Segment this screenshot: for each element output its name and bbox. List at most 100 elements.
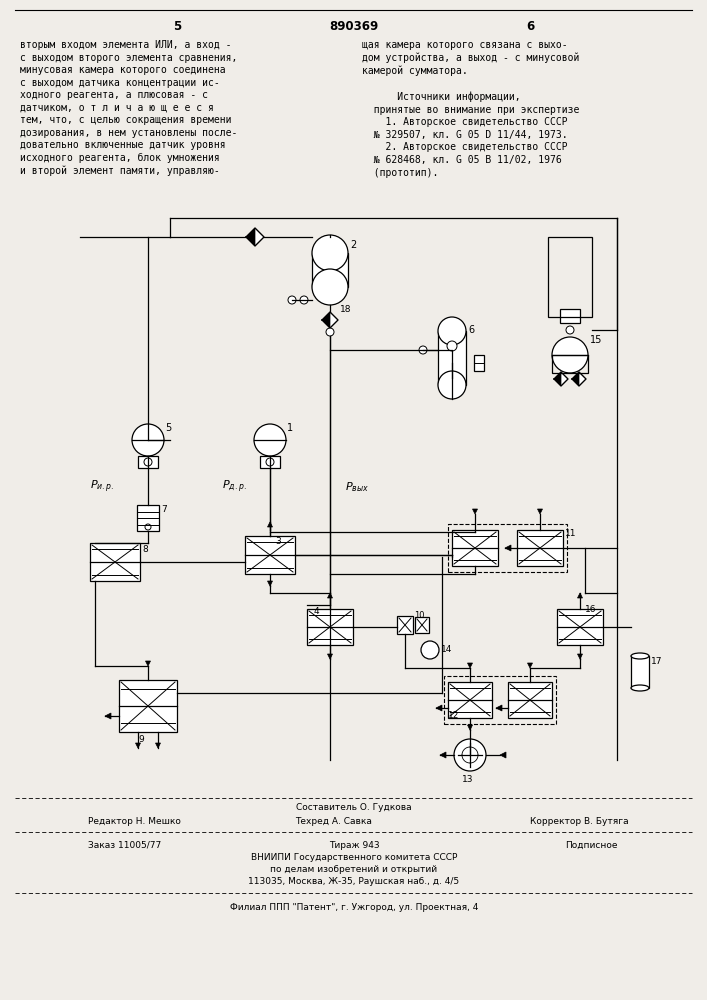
Bar (548, 237, 592, 317)
Bar (415, 617, 429, 633)
Text: по делам изобретений и открытий: по делам изобретений и открытий (271, 865, 438, 874)
Text: $P_{и.р.}$: $P_{и.р.}$ (90, 479, 115, 495)
Polygon shape (436, 705, 442, 711)
Polygon shape (327, 654, 332, 659)
Polygon shape (505, 545, 511, 551)
Bar (557, 609, 603, 645)
Text: 10: 10 (414, 610, 424, 619)
Text: 6: 6 (526, 20, 534, 33)
Bar (517, 530, 563, 566)
Polygon shape (467, 663, 472, 668)
Text: 11: 11 (565, 530, 576, 538)
Circle shape (145, 524, 151, 530)
Bar (245, 536, 295, 574)
Ellipse shape (312, 235, 348, 271)
Polygon shape (156, 743, 160, 748)
Text: Заказ 11005/77: Заказ 11005/77 (88, 840, 161, 850)
Text: щая камера которого связана с выхо-
дом устройства, а выход - с минусовой
камеро: щая камера которого связана с выхо- дом … (362, 40, 579, 178)
Text: 890369: 890369 (329, 20, 379, 33)
Text: $P_{вых}$: $P_{вых}$ (345, 480, 369, 494)
Text: 9: 9 (138, 736, 144, 744)
Bar (448, 524, 567, 572)
Text: 2: 2 (350, 240, 356, 250)
Bar (90, 543, 140, 581)
Circle shape (266, 458, 274, 466)
Polygon shape (467, 725, 472, 730)
Polygon shape (330, 312, 338, 328)
Ellipse shape (631, 653, 649, 659)
Circle shape (566, 326, 574, 334)
Polygon shape (267, 522, 272, 527)
Text: Корректор В. Бутяга: Корректор В. Бутяга (530, 816, 629, 826)
Bar (312, 253, 348, 287)
Text: Редактор Н. Мешко: Редактор Н. Мешко (88, 816, 181, 826)
Text: 113035, Москва, Ж-35, Раушская наб., д. 4/5: 113035, Москва, Ж-35, Раушская наб., д. … (248, 878, 460, 886)
Polygon shape (146, 661, 151, 666)
Polygon shape (327, 593, 332, 598)
Polygon shape (579, 372, 586, 386)
Bar (119, 680, 177, 732)
Text: вторым входом элемента ИЛИ, а вход -
с выходом второго элемента сравнения,
минус: вторым входом элемента ИЛИ, а вход - с в… (20, 40, 238, 176)
Text: Филиал ППП "Патент", г. Ужгород, ул. Проектная, 4: Филиал ППП "Патент", г. Ужгород, ул. Про… (230, 904, 478, 912)
Text: 16: 16 (585, 604, 597, 613)
Text: 3: 3 (275, 536, 281, 546)
Bar (438, 331, 466, 385)
Polygon shape (496, 705, 502, 711)
Text: ВНИИПИ Государственного комитета СССР: ВНИИПИ Государственного комитета СССР (251, 854, 457, 862)
Ellipse shape (438, 371, 466, 399)
Text: 5: 5 (165, 423, 171, 433)
Circle shape (288, 296, 296, 304)
Bar (260, 456, 280, 468)
Bar (444, 676, 556, 724)
Text: Составитель О. Гудкова: Составитель О. Гудкова (296, 804, 411, 812)
Text: 15: 15 (590, 335, 602, 345)
Polygon shape (267, 581, 272, 586)
Ellipse shape (631, 685, 649, 691)
Bar (137, 505, 159, 531)
Polygon shape (527, 663, 532, 668)
Circle shape (300, 296, 308, 304)
Text: 1: 1 (287, 423, 293, 433)
Polygon shape (440, 752, 446, 758)
Text: Техред А. Савка: Техред А. Савка (295, 816, 372, 826)
Bar (552, 355, 588, 373)
Ellipse shape (312, 269, 348, 305)
Polygon shape (322, 312, 330, 328)
Polygon shape (136, 743, 141, 748)
Polygon shape (255, 228, 264, 246)
Circle shape (447, 341, 457, 351)
Bar (138, 456, 158, 468)
Text: 5: 5 (173, 20, 181, 33)
Text: $P_{д.р.}$: $P_{д.р.}$ (222, 479, 247, 495)
Text: 14: 14 (441, 646, 452, 654)
Text: 12: 12 (448, 712, 460, 720)
Bar (448, 682, 492, 718)
Polygon shape (105, 713, 111, 719)
Polygon shape (537, 509, 542, 514)
Polygon shape (578, 593, 583, 598)
Text: Тираж 943: Тираж 943 (329, 840, 380, 850)
Text: 8: 8 (142, 546, 148, 554)
Polygon shape (561, 372, 568, 386)
Text: 4: 4 (314, 606, 320, 615)
Bar (474, 355, 484, 371)
Polygon shape (472, 509, 477, 514)
Ellipse shape (438, 317, 466, 345)
Circle shape (454, 739, 486, 771)
Polygon shape (554, 372, 561, 386)
Text: Подписное: Подписное (565, 840, 617, 850)
Bar (560, 309, 580, 323)
Polygon shape (572, 372, 579, 386)
Circle shape (132, 424, 164, 456)
Text: 17: 17 (651, 658, 662, 666)
Polygon shape (500, 752, 506, 758)
Circle shape (419, 346, 427, 354)
Circle shape (144, 458, 152, 466)
Circle shape (254, 424, 286, 456)
Text: 13: 13 (462, 774, 474, 784)
Circle shape (421, 641, 439, 659)
Bar (397, 616, 413, 634)
Circle shape (326, 328, 334, 336)
Bar (452, 530, 498, 566)
Text: 6: 6 (468, 325, 474, 335)
